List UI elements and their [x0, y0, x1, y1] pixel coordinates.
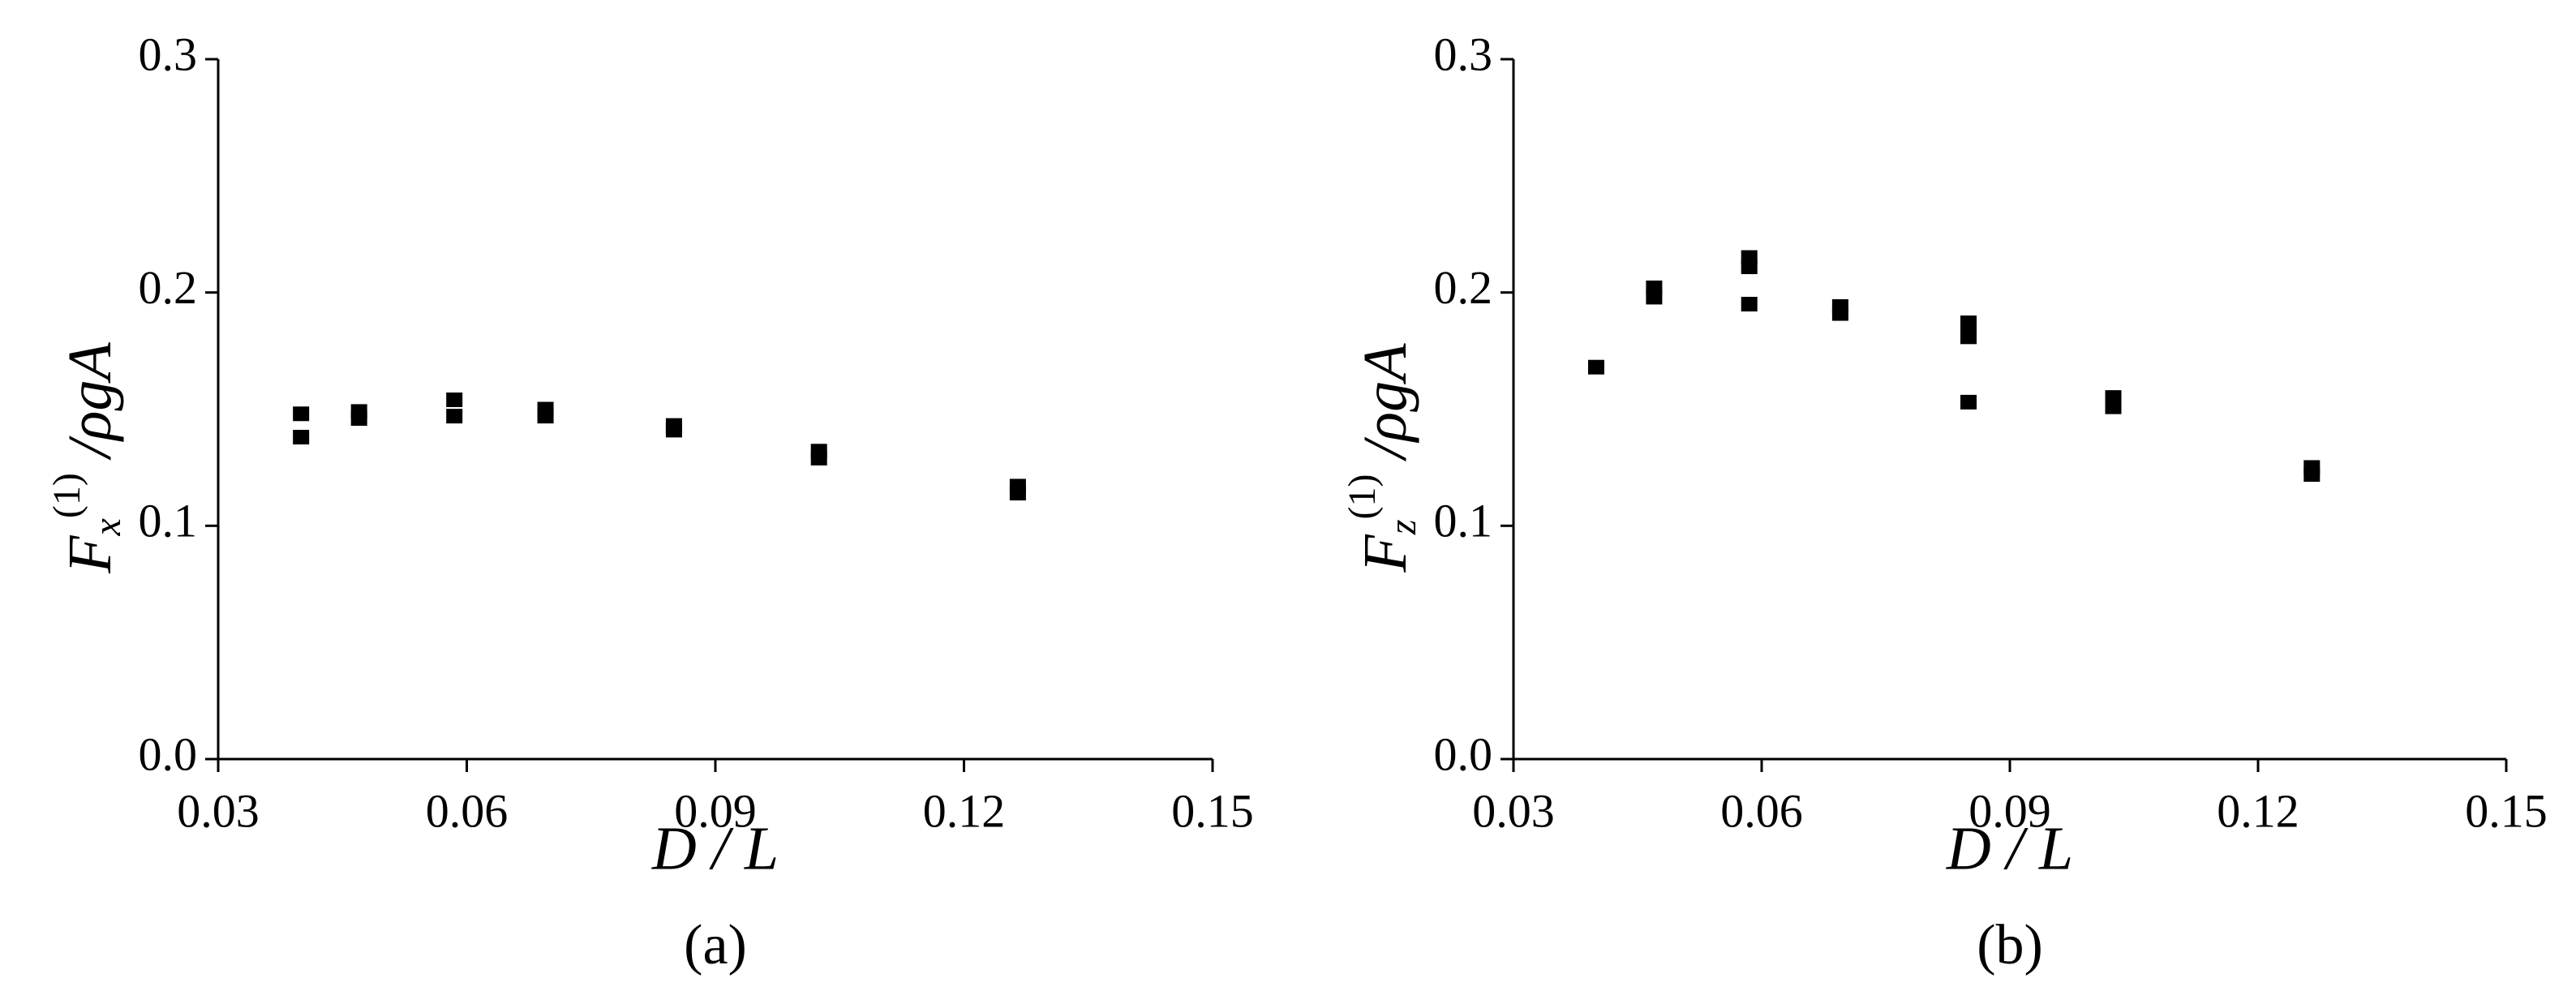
y-tick-label: 0.1	[1434, 495, 1493, 547]
marker	[350, 411, 367, 427]
marker	[1741, 260, 1758, 275]
marker	[1741, 297, 1758, 312]
x-tick-label: 0.03	[1472, 784, 1555, 837]
x-tick-label: 0.03	[177, 784, 260, 837]
marker	[293, 406, 310, 422]
y-tick-label: 0.3	[1434, 28, 1493, 80]
y-axis-label-part: /ρgA	[56, 342, 124, 474]
marker	[1588, 359, 1604, 375]
x-tick-label: 0.09	[674, 784, 757, 837]
x-tick-label: 0.15	[2465, 784, 2548, 837]
y-axis-label-part: F	[56, 534, 124, 574]
y-tick-label: 0.0	[139, 727, 198, 780]
y-axis-label-part: /ρgA	[1351, 343, 1419, 474]
marker	[1646, 290, 1663, 305]
marker	[1960, 394, 1977, 410]
caption: (a)	[684, 914, 747, 976]
x-tick-label: 0.12	[2217, 784, 2299, 837]
marker	[1831, 306, 1848, 321]
y-axis-label-part: F	[1351, 534, 1419, 573]
y-tick-label: 0.3	[139, 28, 198, 80]
y-tick-label: 0.1	[139, 495, 198, 547]
x-tick-label: 0.12	[923, 784, 1006, 837]
y-tick-label: 0.2	[1434, 261, 1493, 314]
y-axis-label: Fx(1) /ρgA	[45, 342, 129, 574]
chart-panel: 0.00.10.20.30.03 0.06 0.09 0.12 0.15D / LFx(…	[45, 28, 1254, 976]
y-axis-label: Fz(1) /ρgA	[1341, 343, 1424, 573]
y-axis-label-part: z	[1381, 519, 1424, 535]
y-axis-label-part: (1)	[1341, 474, 1384, 519]
y-tick-label: 0.2	[139, 261, 198, 314]
marker	[537, 409, 554, 424]
marker	[446, 409, 463, 424]
marker	[1009, 486, 1026, 501]
marker	[1960, 315, 1977, 331]
x-axis-label: D / L	[651, 814, 779, 882]
marker	[293, 430, 310, 445]
marker	[810, 450, 827, 466]
x-axis-label: D / L	[1946, 814, 2073, 882]
caption: (b)	[1977, 914, 2043, 976]
marker	[446, 392, 463, 407]
y-tick-label: 0.0	[1434, 727, 1493, 780]
y-axis-label-part: (1)	[45, 473, 88, 518]
x-tick-label: 0.06	[426, 784, 509, 837]
chart-panel: 0.00.10.20.30.03 0.06 0.09 0.12 0.15D / LFz(…	[1341, 28, 2548, 976]
marker	[2105, 399, 2122, 414]
marker	[1960, 329, 1977, 345]
x-tick-label: 0.06	[1720, 784, 1803, 837]
marker	[665, 423, 682, 438]
x-tick-label: 0.15	[1171, 784, 1254, 837]
x-tick-label: 0.09	[1968, 784, 2051, 837]
y-axis-label-part: x	[86, 518, 129, 536]
marker	[2303, 467, 2321, 483]
